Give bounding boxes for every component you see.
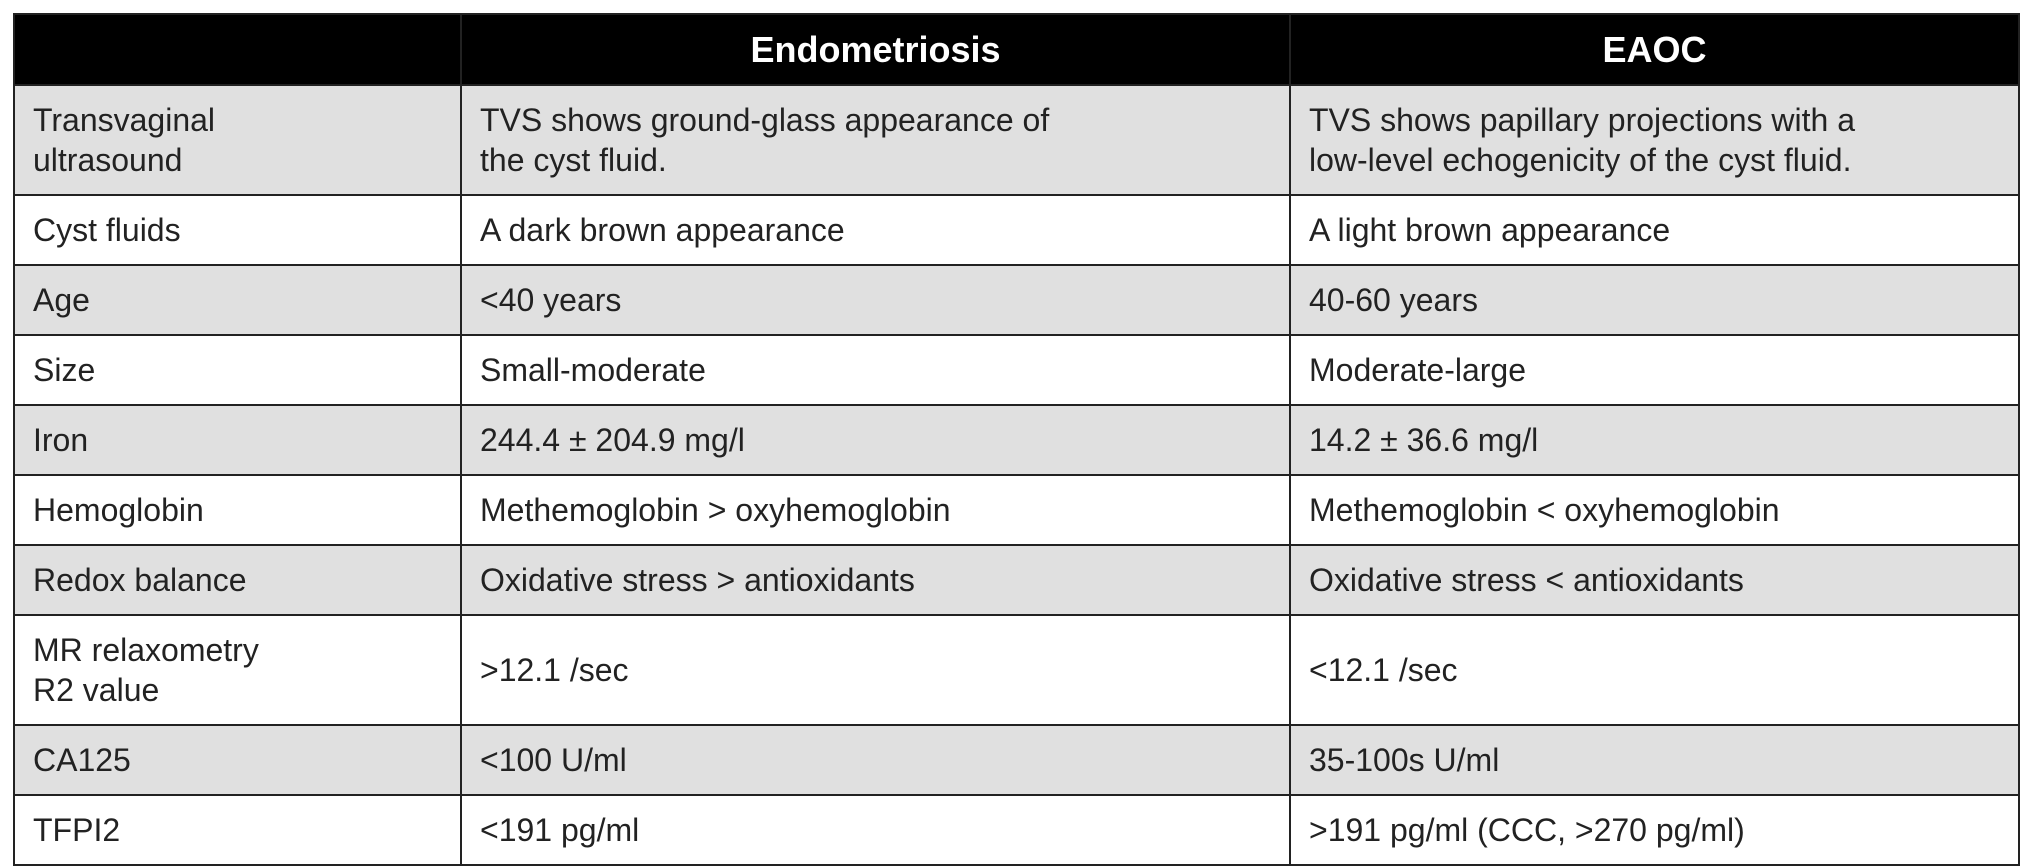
row-label: CA125 — [13, 724, 462, 796]
row-label: Cyst fluids — [13, 194, 462, 266]
table-row: Iron 244.4 ± 204.9 mg/l 14.2 ± 36.6 mg/l — [13, 404, 2020, 476]
column-header: Endometriosis — [460, 13, 1291, 86]
table-row: Redox balance Oxidative stress > antioxid… — [13, 544, 2020, 616]
eaoc-cell: A light brown appearance — [1289, 194, 2020, 266]
eaoc-cell: TVS shows papillary projections with a l… — [1289, 84, 2020, 196]
endometriosis-cell: TVS shows ground-glass appearance of the… — [460, 84, 1291, 196]
endometriosis-cell: Small-moderate — [460, 334, 1291, 406]
row-label: Hemoglobin — [13, 474, 462, 546]
row-label: Redox balance — [13, 544, 462, 616]
eaoc-cell: 40-60 years — [1289, 264, 2020, 336]
endometriosis-cell: <40 years — [460, 264, 1291, 336]
table-row: CA125 <100 U/ml 35-100s U/ml — [13, 724, 2020, 796]
endometriosis-cell: <191 pg/ml — [460, 794, 1291, 866]
endometriosis-cell: >12.1 /sec — [460, 614, 1291, 726]
endometriosis-cell: 244.4 ± 204.9 mg/l — [460, 404, 1291, 476]
row-label: MR relaxometry R2 value — [13, 614, 462, 726]
row-label: Size — [13, 334, 462, 406]
endometriosis-cell: A dark brown appearance — [460, 194, 1291, 266]
table-body: Transvaginal ultrasound TVS shows ground-… — [13, 84, 2020, 866]
table-row: Transvaginal ultrasound TVS shows ground-… — [13, 84, 2020, 196]
row-label: Age — [13, 264, 462, 336]
eaoc-cell: >191 pg/ml (CCC, >270 pg/ml) — [1289, 794, 2020, 866]
eaoc-cell: Methemoglobin < oxyhemoglobin — [1289, 474, 2020, 546]
eaoc-cell: 35-100s U/ml — [1289, 724, 2020, 796]
column-header: EAOC — [1289, 13, 2020, 86]
eaoc-cell: <12.1 /sec — [1289, 614, 2020, 726]
endometriosis-cell: Oxidative stress > antioxidants — [460, 544, 1291, 616]
table-row: MR relaxometry R2 value >12.1 /sec <12.1 /… — [13, 614, 2020, 726]
comparison-table: Endometriosis EAOC Transvaginal ultrasou… — [13, 13, 2020, 866]
eaoc-cell: 14.2 ± 36.6 mg/l — [1289, 404, 2020, 476]
header-row: Endometriosis EAOC — [13, 13, 2020, 86]
table-row: Age <40 years 40-60 years — [13, 264, 2020, 336]
endometriosis-cell: Methemoglobin > oxyhemoglobin — [460, 474, 1291, 546]
table-row: TFPI2 <191 pg/ml >191 pg/ml (CCC, >270 pg/… — [13, 794, 2020, 866]
table-row: Hemoglobin Methemoglobin > oxyhemoglobin M… — [13, 474, 2020, 546]
endometriosis-cell: <100 U/ml — [460, 724, 1291, 796]
row-label: Transvaginal ultrasound — [13, 84, 462, 196]
table-row: Cyst fluids A dark brown appearance A ligh… — [13, 194, 2020, 266]
eaoc-cell: Oxidative stress < antioxidants — [1289, 544, 2020, 616]
table-row: Size Small-moderate Moderate-large — [13, 334, 2020, 406]
row-label: Iron — [13, 404, 462, 476]
row-label: TFPI2 — [13, 794, 462, 866]
header-blank — [13, 13, 462, 86]
eaoc-cell: Moderate-large — [1289, 334, 2020, 406]
